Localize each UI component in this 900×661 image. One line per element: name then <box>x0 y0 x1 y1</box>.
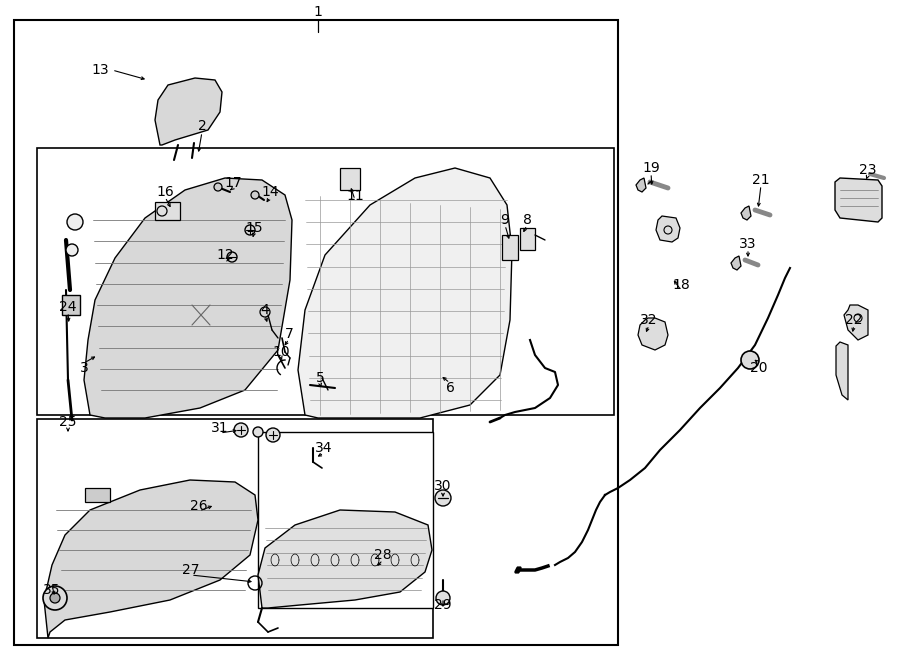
Text: 11: 11 <box>346 189 364 203</box>
Text: 22: 22 <box>845 313 863 327</box>
Bar <box>520 228 535 250</box>
Text: 3: 3 <box>79 361 88 375</box>
Circle shape <box>436 591 450 605</box>
Text: 14: 14 <box>261 185 279 199</box>
Text: 24: 24 <box>59 300 76 314</box>
Text: 15: 15 <box>245 221 263 235</box>
Bar <box>14 20 618 645</box>
Polygon shape <box>741 206 751 220</box>
Bar <box>37 148 614 415</box>
Text: 29: 29 <box>434 598 452 612</box>
Polygon shape <box>844 305 868 340</box>
Text: 26: 26 <box>190 499 208 513</box>
Text: 28: 28 <box>374 548 392 562</box>
Circle shape <box>253 427 263 437</box>
Bar <box>85 488 110 502</box>
Circle shape <box>435 490 451 506</box>
Bar <box>340 168 360 190</box>
Text: 9: 9 <box>500 213 509 227</box>
Text: 1: 1 <box>313 5 322 19</box>
Circle shape <box>66 244 78 256</box>
Circle shape <box>251 191 259 199</box>
Bar <box>155 202 180 220</box>
Polygon shape <box>155 78 222 145</box>
Text: 20: 20 <box>751 361 768 375</box>
Text: 17: 17 <box>224 176 242 190</box>
Polygon shape <box>84 178 292 418</box>
Text: 23: 23 <box>860 163 877 177</box>
Text: 25: 25 <box>59 415 76 429</box>
Polygon shape <box>836 342 848 400</box>
Bar <box>37 419 433 638</box>
Polygon shape <box>835 178 882 222</box>
Text: 33: 33 <box>739 237 757 251</box>
Text: 16: 16 <box>156 185 174 199</box>
Circle shape <box>741 351 759 369</box>
Text: 10: 10 <box>272 345 290 359</box>
Circle shape <box>214 183 222 191</box>
Circle shape <box>67 214 83 230</box>
Text: 13: 13 <box>91 63 109 77</box>
Text: 21: 21 <box>752 173 770 187</box>
Polygon shape <box>636 178 646 192</box>
Bar <box>502 235 518 260</box>
Circle shape <box>234 423 248 437</box>
Text: 35: 35 <box>43 583 61 597</box>
Text: 34: 34 <box>315 441 333 455</box>
Text: 30: 30 <box>434 479 452 493</box>
Text: 2: 2 <box>198 119 206 133</box>
Text: 12: 12 <box>216 248 234 262</box>
Bar <box>258 432 433 608</box>
Polygon shape <box>298 168 512 418</box>
Polygon shape <box>638 318 668 350</box>
Text: 18: 18 <box>672 278 690 292</box>
Text: 4: 4 <box>261 303 269 317</box>
Text: 7: 7 <box>284 327 293 341</box>
Polygon shape <box>44 480 258 638</box>
Polygon shape <box>656 216 680 242</box>
Circle shape <box>43 586 67 610</box>
Text: 32: 32 <box>640 313 658 327</box>
Text: 8: 8 <box>523 213 531 227</box>
Text: 19: 19 <box>642 161 660 175</box>
Circle shape <box>50 593 60 603</box>
Bar <box>62 295 80 315</box>
Text: 27: 27 <box>182 563 200 577</box>
Polygon shape <box>258 510 432 608</box>
Polygon shape <box>731 256 741 270</box>
Circle shape <box>266 428 280 442</box>
Text: 5: 5 <box>316 371 324 385</box>
Text: 6: 6 <box>446 381 454 395</box>
Text: 31: 31 <box>212 421 229 435</box>
